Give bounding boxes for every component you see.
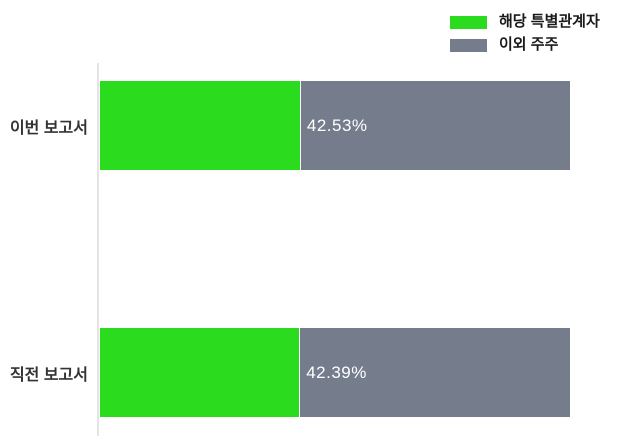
bar-row-current-report: 이번 보고서 42.53% — [0, 81, 628, 170]
bar-segment-other-shareholders: 42.53% — [299, 81, 570, 170]
bar-segment-special-related — [100, 81, 300, 170]
bar-segment-special-related — [100, 328, 300, 417]
legend-swatch-gray — [450, 38, 487, 52]
y-axis-line — [97, 63, 99, 436]
value-label: 42.39% — [306, 362, 367, 382]
stacked-bar: 42.39% — [100, 328, 570, 417]
axis-gap — [88, 328, 100, 417]
bar-segment-other-shareholders: 42.39% — [299, 328, 570, 417]
legend-swatch-green — [450, 15, 487, 29]
bar-row-previous-report: 직전 보고서 42.39% — [0, 328, 628, 417]
stacked-bar: 42.53% — [100, 81, 570, 170]
legend-label: 이외 주주 — [499, 36, 559, 53]
legend-item-other-shareholders: 이외 주주 — [450, 37, 558, 53]
legend: 해당 특별관계자 이외 주주 — [450, 14, 600, 53]
value-label: 42.53% — [306, 115, 368, 135]
category-label: 직전 보고서 — [9, 366, 88, 384]
category-label: 이번 보고서 — [9, 119, 88, 137]
legend-item-special-related: 해당 특별관계자 — [450, 14, 600, 30]
axis-gap — [88, 81, 100, 170]
legend-label: 해당 특별관계자 — [499, 13, 600, 30]
